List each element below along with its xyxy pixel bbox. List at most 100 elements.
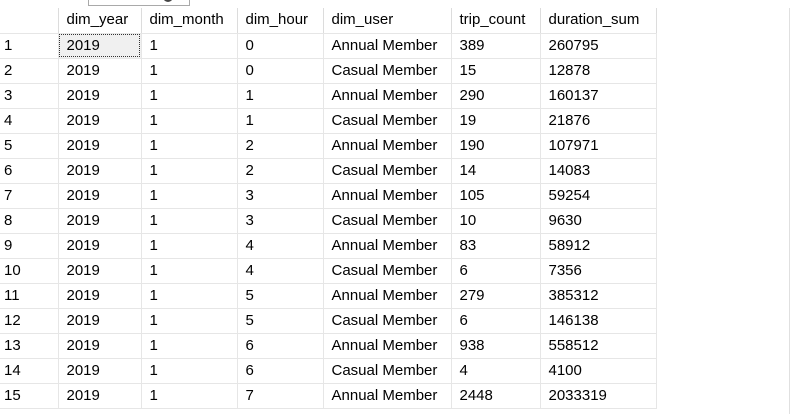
cell-dim-month[interactable]: 1	[141, 258, 238, 284]
cell-dim-month[interactable]: 1	[141, 358, 238, 384]
cell-dim-hour[interactable]: 6	[237, 333, 324, 359]
cell-duration-sum[interactable]: 385312	[540, 283, 657, 309]
row-number[interactable]: 10	[0, 258, 59, 284]
cell-dim-year[interactable]: 2019	[58, 383, 142, 409]
cell-dim-year[interactable]: 2019	[58, 158, 142, 184]
cell-dim-hour[interactable]: 0	[237, 33, 324, 59]
cell-trip-count[interactable]: 6	[451, 308, 541, 334]
cell-dim-hour[interactable]: 2	[237, 158, 324, 184]
table-row[interactable]: 11 2019 1 5 Annual Member 279 385312	[0, 283, 657, 309]
cell-dim-year[interactable]: 2019	[58, 58, 142, 84]
cell-dim-hour[interactable]: 0	[237, 58, 324, 84]
row-number[interactable]: 13	[0, 333, 59, 359]
table-row[interactable]: 5 2019 1 2 Annual Member 190 107971	[0, 133, 657, 159]
cell-dim-month[interactable]: 1	[141, 158, 238, 184]
cell-dim-hour[interactable]: 5	[237, 308, 324, 334]
cell-duration-sum[interactable]: 107971	[540, 133, 657, 159]
cell-dim-year[interactable]: 2019	[58, 83, 142, 109]
cell-dim-month[interactable]: 1	[141, 283, 238, 309]
cell-duration-sum[interactable]: 58912	[540, 233, 657, 259]
table-row[interactable]: 2 2019 1 0 Casual Member 15 12878	[0, 58, 657, 84]
cell-duration-sum[interactable]: 558512	[540, 333, 657, 359]
column-header[interactable]: dim_month	[141, 8, 238, 34]
table-row[interactable]: 4 2019 1 1 Casual Member 19 21876	[0, 108, 657, 134]
table-row[interactable]: 8 2019 1 3 Casual Member 10 9630	[0, 208, 657, 234]
cell-dim-user[interactable]: Casual Member	[323, 358, 452, 384]
cell-trip-count[interactable]: 938	[451, 333, 541, 359]
cell-dim-year[interactable]: 2019	[58, 258, 142, 284]
cell-dim-month[interactable]: 1	[141, 233, 238, 259]
cell-duration-sum[interactable]: 59254	[540, 183, 657, 209]
row-number[interactable]: 12	[0, 308, 59, 334]
cell-dim-hour[interactable]: 4	[237, 233, 324, 259]
cell-duration-sum[interactable]: 160137	[540, 83, 657, 109]
table-row[interactable]: 10 2019 1 4 Casual Member 6 7356	[0, 258, 657, 284]
cell-dim-month[interactable]: 1	[141, 308, 238, 334]
cell-dim-month[interactable]: 1	[141, 383, 238, 409]
cell-dim-user[interactable]: Annual Member	[323, 133, 452, 159]
row-number[interactable]: 5	[0, 133, 59, 159]
cell-trip-count[interactable]: 2448	[451, 383, 541, 409]
cell-dim-year[interactable]: 2019	[58, 308, 142, 334]
cell-trip-count[interactable]: 6	[451, 258, 541, 284]
cell-duration-sum[interactable]: 146138	[540, 308, 657, 334]
cell-dim-user[interactable]: Casual Member	[323, 208, 452, 234]
cell-dim-user[interactable]: Annual Member	[323, 383, 452, 409]
cell-dim-hour[interactable]: 4	[237, 258, 324, 284]
column-header[interactable]: dim_user	[323, 8, 452, 34]
row-number[interactable]: 9	[0, 233, 59, 259]
row-number[interactable]: 2	[0, 58, 59, 84]
cell-dim-user[interactable]: Annual Member	[323, 33, 452, 59]
cell-dim-hour[interactable]: 1	[237, 108, 324, 134]
cell-dim-user[interactable]: Casual Member	[323, 308, 452, 334]
cell-dim-month[interactable]: 1	[141, 183, 238, 209]
cell-dim-year[interactable]: 2019	[58, 283, 142, 309]
cell-dim-user[interactable]: Casual Member	[323, 58, 452, 84]
cell-dim-hour[interactable]: 5	[237, 283, 324, 309]
cell-trip-count[interactable]: 19	[451, 108, 541, 134]
cell-dim-hour[interactable]: 7	[237, 383, 324, 409]
row-number[interactable]: 14	[0, 358, 59, 384]
cell-dim-user[interactable]: Annual Member	[323, 183, 452, 209]
cell-trip-count[interactable]: 389	[451, 33, 541, 59]
cell-dim-year[interactable]: 2019	[58, 358, 142, 384]
table-row[interactable]: 14 2019 1 6 Casual Member 4 4100	[0, 358, 657, 384]
cell-dim-user[interactable]: Casual Member	[323, 158, 452, 184]
cell-dim-month[interactable]: 1	[141, 133, 238, 159]
cell-dim-user[interactable]: Casual Member	[323, 108, 452, 134]
column-header[interactable]: trip_count	[451, 8, 541, 34]
cell-trip-count[interactable]: 10	[451, 208, 541, 234]
cell-dim-year[interactable]: 2019	[58, 183, 142, 209]
cell-duration-sum[interactable]: 9630	[540, 208, 657, 234]
cell-duration-sum[interactable]: 2033319	[540, 383, 657, 409]
cell-dim-year[interactable]: 2019	[58, 33, 142, 59]
table-row[interactable]: 9 2019 1 4 Annual Member 83 58912	[0, 233, 657, 259]
cell-trip-count[interactable]: 290	[451, 83, 541, 109]
cell-trip-count[interactable]: 105	[451, 183, 541, 209]
table-row[interactable]: 12 2019 1 5 Casual Member 6 146138	[0, 308, 657, 334]
cell-dim-year[interactable]: 2019	[58, 108, 142, 134]
cell-trip-count[interactable]: 15	[451, 58, 541, 84]
cell-dim-month[interactable]: 1	[141, 83, 238, 109]
cell-dim-hour[interactable]: 1	[237, 83, 324, 109]
row-number[interactable]: 3	[0, 83, 59, 109]
cell-duration-sum[interactable]: 4100	[540, 358, 657, 384]
table-row[interactable]: 7 2019 1 3 Annual Member 105 59254	[0, 183, 657, 209]
table-row[interactable]: 1 2019 1 0 Annual Member 389 260795	[0, 33, 657, 59]
cell-duration-sum[interactable]: 14083	[540, 158, 657, 184]
cell-dim-hour[interactable]: 2	[237, 133, 324, 159]
cell-duration-sum[interactable]: 260795	[540, 33, 657, 59]
column-header[interactable]: dim_year	[58, 8, 142, 34]
cell-trip-count[interactable]: 279	[451, 283, 541, 309]
cell-dim-month[interactable]: 1	[141, 208, 238, 234]
cell-dim-year[interactable]: 2019	[58, 233, 142, 259]
cell-dim-month[interactable]: 1	[141, 333, 238, 359]
results-tab[interactable]	[88, 0, 190, 6]
cell-dim-month[interactable]: 1	[141, 33, 238, 59]
row-number[interactable]: 1	[0, 33, 59, 59]
cell-duration-sum[interactable]: 21876	[540, 108, 657, 134]
cell-dim-user[interactable]: Annual Member	[323, 233, 452, 259]
cell-dim-hour[interactable]: 3	[237, 208, 324, 234]
table-row[interactable]: 3 2019 1 1 Annual Member 290 160137	[0, 83, 657, 109]
cell-dim-hour[interactable]: 3	[237, 183, 324, 209]
